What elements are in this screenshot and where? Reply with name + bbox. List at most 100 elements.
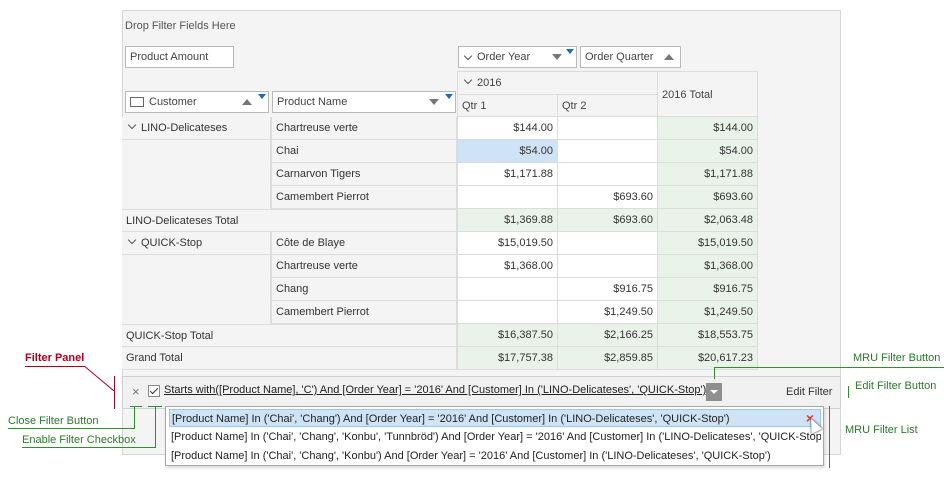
cell-total: $1,249.50 (658, 301, 758, 324)
cell-qtr2 (558, 232, 658, 255)
cell-qtr1: $1,171.88 (457, 163, 558, 186)
cell-total: $1,368.00 (658, 255, 758, 278)
row-header-customer (122, 255, 271, 278)
row-header-product: Chartreuse verte (271, 255, 457, 278)
field-label: Order Year (477, 51, 531, 63)
enable-filter-checkbox[interactable] (148, 385, 160, 397)
cell-total: $20,617.23 (658, 347, 758, 370)
cell-qtr1: $1,368.00 (457, 255, 558, 278)
column-header-qtr2: Qtr 2 (558, 95, 658, 117)
chevron-down-icon[interactable] (127, 120, 137, 130)
field-label: Customer (149, 96, 197, 108)
cell-total: $18,553.75 (658, 324, 758, 347)
callout-line (134, 406, 135, 429)
callout-line (25, 366, 85, 367)
row-header-customer (122, 163, 271, 186)
cell-total: $144.00 (658, 117, 758, 140)
row-header-customer: LINO-Delicateses (122, 117, 271, 140)
cell-qtr2: $2,166.25 (558, 324, 658, 347)
callout-line (130, 406, 142, 407)
mru-filter-button[interactable] (706, 383, 722, 401)
column-header-year[interactable]: 2016 (457, 71, 658, 95)
cell-qtr2 (558, 163, 658, 186)
callout-line (84, 366, 115, 392)
mru-item-text: [Product Name] In ('Chai', 'Chang') And … (172, 413, 730, 425)
cell-total: $54.00 (658, 140, 758, 163)
close-filter-button[interactable]: × (132, 384, 140, 399)
year-label: 2016 (477, 77, 502, 89)
column-header-qtr1: Qtr 1 (457, 95, 558, 117)
filter-funnel-icon[interactable] (566, 49, 574, 54)
callout-close-filter-button: Close Filter Button (8, 415, 99, 427)
filter-expression[interactable]: Starts with([Product Name], 'C') And [Or… (164, 384, 707, 396)
row-header-customer (122, 278, 271, 301)
filter-drop-area[interactable]: Drop Filter Fields Here (125, 20, 236, 32)
mru-filter-list: [Product Name] In ('Chai', 'Chang') And … (165, 406, 824, 466)
cell-qtr1: $144.00 (457, 117, 558, 140)
row-header-product: Chai (271, 140, 457, 163)
cell-total: $2,063.48 (658, 209, 758, 232)
field-order-quarter[interactable]: Order Quarter (580, 46, 681, 68)
mru-item-text: [Product Name] In ('Chai', 'Chang', 'Kon… (171, 431, 821, 443)
callout-line (714, 367, 944, 368)
cell-qtr1 (457, 278, 558, 301)
callout-bracket (848, 386, 849, 398)
row-header-customer (122, 301, 271, 324)
cell-qtr2 (558, 255, 658, 278)
field-label: Order Quarter (585, 51, 654, 63)
cell-qtr1 (457, 301, 558, 324)
field-label: Product Amount (130, 51, 209, 63)
row-total-label: QUICK-Stop Total (122, 324, 457, 347)
callout-line (148, 406, 162, 407)
callout-line (8, 428, 135, 429)
field-order-year[interactable]: Order Year (458, 46, 577, 68)
mru-item[interactable]: [Product Name] In ('Chai', 'Chang', 'Kon… (169, 428, 821, 446)
cell-qtr2: $916.75 (558, 278, 658, 301)
callout-edit-filter-button: Edit Filter Button (855, 380, 937, 392)
cell-qtr2: $1,249.50 (558, 301, 658, 324)
sort-up-icon (242, 99, 252, 105)
row-header-customer (122, 186, 271, 209)
callout-line (714, 367, 715, 379)
cell-total: $693.60 (658, 186, 758, 209)
cell-qtr1 (457, 186, 558, 209)
callout-line (155, 406, 156, 448)
row-header-product: Camembert Pierrot (271, 301, 457, 324)
cell-total: $1,171.88 (658, 163, 758, 186)
row-header-product: Camembert Pierrot (271, 186, 457, 209)
cell-qtr1: $1,369.88 (457, 209, 558, 232)
chevron-down-icon (463, 51, 473, 60)
row-header-product: Chang (271, 278, 457, 301)
cell-qtr2: $693.60 (558, 186, 658, 209)
cell-qtr1: $15,019.50 (457, 232, 558, 255)
callout-enable-filter-checkbox: Enable Filter Checkbox (22, 434, 136, 446)
row-total-label: LINO-Delicateses Total (122, 209, 457, 232)
field-product-amount[interactable]: Product Amount (125, 46, 234, 68)
field-product-name[interactable]: Product Name (272, 91, 456, 113)
sort-down-icon (429, 99, 439, 105)
row-header-customer (122, 140, 271, 163)
row-header-customer: QUICK-Stop (122, 232, 271, 255)
field-label: Product Name (277, 96, 348, 108)
customer-label: QUICK-Stop (141, 237, 203, 249)
edit-filter-button[interactable]: Edit Filter (786, 386, 833, 398)
mru-item[interactable]: [Product Name] In ('Chai', 'Chang') And … (169, 409, 821, 427)
cell-qtr1: $17,757.38 (457, 347, 558, 370)
row-header-product: Chartreuse verte (271, 117, 457, 140)
callout-filter-panel: Filter Panel (25, 352, 85, 364)
sort-up-icon (664, 54, 674, 60)
callout-line (22, 447, 156, 448)
filter-funnel-icon[interactable] (445, 94, 453, 99)
mru-delete-icon[interactable]: × (805, 410, 814, 426)
chevron-down-icon (463, 75, 473, 85)
callout-bracket (829, 406, 830, 468)
row-header-product: Carnarvon Tigers (271, 163, 457, 186)
sort-down-icon (552, 54, 562, 60)
field-customer[interactable]: Customer (125, 91, 269, 113)
cell-qtr1: $54.00 (457, 140, 558, 163)
filter-funnel-icon[interactable] (258, 94, 266, 99)
chevron-down-icon[interactable] (127, 235, 137, 245)
cell-qtr2: $693.60 (558, 209, 658, 232)
mru-item-text: [Product Name] In ('Chai', 'Chang', 'Kon… (171, 450, 771, 462)
mru-item[interactable]: [Product Name] In ('Chai', 'Chang', 'Kon… (169, 447, 821, 465)
